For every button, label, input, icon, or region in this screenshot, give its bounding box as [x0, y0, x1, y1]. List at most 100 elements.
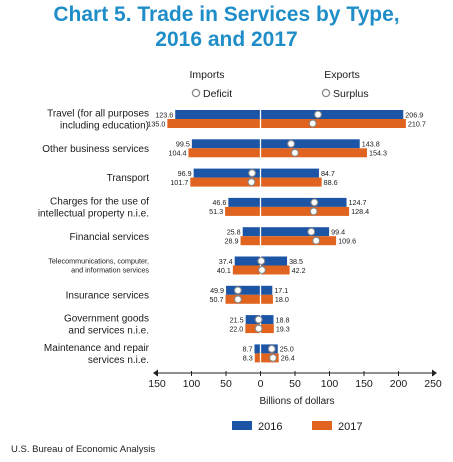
category-label: Insurance services [66, 290, 149, 301]
export-bar-2016 [260, 197, 347, 207]
export-bar-2016 [260, 227, 330, 237]
import-bar-2017 [240, 236, 261, 246]
export-bar-2016 [260, 285, 273, 295]
category-label: and information services [71, 266, 149, 275]
category-label: services n.i.e. [88, 355, 149, 366]
import-value-label: 49.9 [210, 286, 224, 295]
import-value-label: 37.4 [219, 257, 233, 266]
balance-marker-2017 [254, 324, 263, 333]
balance-marker-2016 [267, 344, 276, 353]
balance-marker-2016 [257, 257, 266, 265]
import-bar-2017 [167, 119, 261, 128]
x-tick-label: 100 [183, 378, 201, 390]
import-value-label: 101.7 [170, 178, 188, 187]
export-value-label: 18.0 [275, 295, 289, 304]
category-label: Government goods [64, 314, 149, 325]
legend-label-2016: 2016 [258, 421, 282, 433]
category-label: Charges for the use of [50, 197, 149, 208]
legend-swatch-2016 [232, 421, 252, 430]
import-value-label: 8.3 [243, 354, 253, 363]
export-value-label: 109.6 [338, 237, 356, 246]
export-value-label: 206.9 [405, 110, 423, 119]
export-value-label: 26.4 [281, 354, 295, 363]
legend-swatch-2017 [312, 421, 332, 430]
export-value-label: 18.8 [275, 315, 289, 324]
balance-marker-2017 [233, 295, 242, 304]
import-bar-2017 [232, 265, 261, 275]
export-value-label: 88.6 [324, 178, 338, 187]
balance-marker-2016 [310, 198, 319, 207]
category-label: Transport [107, 173, 150, 184]
export-value-label: 19.3 [276, 324, 290, 333]
x-tick-label: 0 [258, 378, 264, 390]
balance-marker-2017 [290, 148, 299, 157]
export-bar-2017 [260, 148, 367, 158]
export-value-label: 17.1 [274, 286, 288, 295]
balance-marker-2016 [233, 286, 242, 295]
export-value-label: 25.0 [280, 345, 294, 354]
category-label: Financial services [70, 232, 149, 243]
export-bar-2017 [260, 236, 337, 246]
category-label: Telecommunications, computer, [48, 257, 149, 266]
balance-marker-2016 [307, 227, 316, 236]
import-bar-2017 [188, 148, 261, 158]
category-label: Other business services [42, 144, 149, 155]
balance-marker-2016 [287, 139, 296, 148]
import-value-label: 46.6 [212, 198, 226, 207]
deficit-legend-label: Deficit [203, 88, 232, 100]
balance-marker-2017 [308, 119, 317, 128]
import-bar-2016 [226, 285, 261, 295]
import-value-label: 104.4 [168, 149, 186, 158]
export-value-label: 154.3 [369, 149, 387, 158]
x-tick-label: 100 [321, 378, 339, 390]
balance-marker-2017 [312, 236, 321, 245]
source-note: U.S. Bureau of Economic Analysis [11, 444, 156, 455]
import-bar-2016 [191, 139, 261, 149]
export-bar-2016 [260, 168, 319, 178]
import-bar-2016 [254, 344, 261, 354]
import-value-label: 135.0 [147, 119, 165, 128]
import-bar-2017 [225, 294, 261, 304]
imports-header: Imports [189, 69, 224, 81]
surplus-legend-label: Surplus [333, 88, 369, 100]
export-value-label: 124.7 [349, 198, 367, 207]
x-axis-label: Billions of dollars [259, 396, 334, 407]
category-label: Travel (for all purposes [47, 109, 149, 120]
category-label: Maintenance and repair [44, 343, 150, 354]
import-value-label: 51.3 [209, 207, 223, 216]
chart-title-line-1: Chart 5. Trade in Services by Type, [53, 3, 400, 26]
import-value-label: 8.7 [242, 345, 252, 354]
import-value-label: 96.9 [178, 169, 192, 178]
import-bar-2017 [254, 353, 261, 363]
export-value-label: 210.7 [408, 119, 426, 128]
legend-label-2017: 2017 [338, 421, 362, 433]
x-tick-label: 200 [390, 378, 408, 390]
import-bar-2016 [175, 110, 261, 119]
x-tick-label: 50 [289, 378, 301, 390]
import-value-label: 28.9 [225, 237, 239, 246]
x-tick-label: 150 [355, 378, 373, 390]
export-bar-2017 [260, 324, 274, 334]
category-label: including education) [60, 121, 149, 132]
surplus-marker-icon [321, 88, 331, 98]
import-bar-2017 [245, 324, 261, 334]
export-bar-2016 [260, 139, 360, 149]
export-bar-2016 [260, 110, 404, 119]
export-bar-2017 [260, 119, 406, 128]
category-label: and services n.i.e. [68, 326, 149, 337]
balance-marker-2017 [257, 266, 266, 274]
export-value-label: 128.4 [351, 207, 369, 216]
import-value-label: 40.1 [217, 266, 231, 275]
import-bar-2017 [190, 177, 261, 187]
chart-title: Chart 5. Trade in Services by Type, 2016… [0, 2, 453, 52]
x-tick-label: 150 [148, 378, 166, 390]
deficit-marker-icon [191, 88, 201, 98]
import-value-label: 25.8 [227, 228, 241, 237]
export-value-label: 84.7 [321, 169, 335, 178]
x-tick-label: 50 [220, 378, 232, 390]
balance-marker-2016 [254, 315, 263, 324]
balance-marker-2017 [269, 353, 277, 362]
export-bar-2016 [260, 315, 274, 325]
export-bar-2017 [260, 294, 273, 304]
